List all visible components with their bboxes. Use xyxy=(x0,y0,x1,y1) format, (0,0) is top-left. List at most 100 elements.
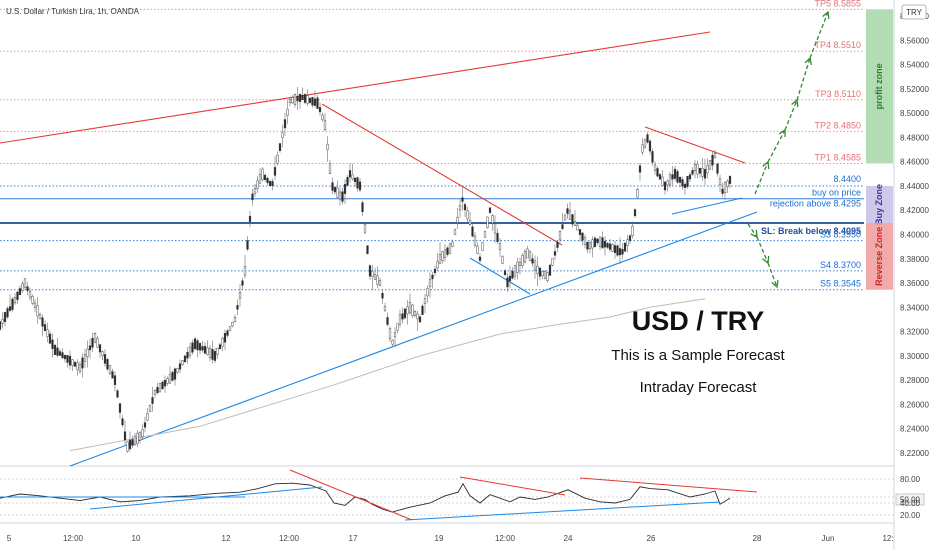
candle-body xyxy=(146,413,149,421)
currency-badge-label: TRY xyxy=(906,8,923,17)
candle-body xyxy=(511,270,514,279)
candle-body xyxy=(663,181,667,191)
price-tick-label: 8.28000 xyxy=(900,376,929,385)
candle-body xyxy=(643,139,647,148)
candle-body xyxy=(388,328,392,340)
candle-body xyxy=(23,278,27,288)
osc-value-badge xyxy=(895,493,925,506)
candle-body xyxy=(71,359,74,366)
candle-body xyxy=(318,107,322,113)
candle-body xyxy=(258,173,262,184)
candle-body xyxy=(661,176,664,187)
candle-body xyxy=(613,245,617,253)
price-tick-label: 8.40000 xyxy=(900,231,929,240)
candle-body xyxy=(248,215,252,222)
candle-body xyxy=(563,214,567,221)
candle-body xyxy=(518,261,522,266)
candle-body xyxy=(58,351,62,356)
candle-body xyxy=(211,349,214,360)
candle-body xyxy=(528,251,532,262)
candle-body xyxy=(626,239,629,247)
oscillator-panel: 50.00 xyxy=(0,469,925,521)
candle-body xyxy=(208,347,212,358)
candle-body xyxy=(316,97,319,109)
candle-body xyxy=(696,164,699,175)
candle-body xyxy=(128,439,132,450)
candle-body xyxy=(628,235,632,241)
candle-body xyxy=(488,207,492,213)
candle-body xyxy=(136,432,139,444)
level-label-tp4: TP4 8.5510 xyxy=(814,40,861,50)
candle-body xyxy=(321,114,324,121)
candle-body xyxy=(6,308,9,318)
candle-body xyxy=(428,279,432,287)
candle-body xyxy=(231,321,234,327)
candle-body xyxy=(653,164,657,171)
candle-body xyxy=(218,344,222,350)
candle-body xyxy=(176,368,179,373)
candle-body xyxy=(233,317,237,322)
chart-title: U.S. Dollar / Turkish Lira, 1h, OANDA xyxy=(6,7,140,16)
candle-body xyxy=(268,181,272,186)
candle-body xyxy=(156,387,159,393)
candle-body xyxy=(611,244,614,252)
forecast-down-arrow-3-head xyxy=(771,280,779,289)
candle-body xyxy=(568,210,572,220)
candle-body xyxy=(356,177,359,189)
candle-body xyxy=(718,178,722,185)
candle-body xyxy=(693,164,697,172)
level-label-s5: S5 8.3545 xyxy=(820,279,861,289)
candle-body xyxy=(408,302,412,313)
candle-body xyxy=(726,180,729,187)
candle-body xyxy=(423,298,427,305)
candle-body xyxy=(401,313,404,320)
candle-body xyxy=(458,205,462,211)
candle-body xyxy=(451,241,454,247)
candle-body xyxy=(438,254,442,264)
candle-body xyxy=(63,355,67,360)
candle-body xyxy=(671,174,674,180)
osc-value-label: 50.00 xyxy=(900,496,921,505)
candle-body xyxy=(421,305,424,315)
candle-body xyxy=(381,292,384,299)
candle-body xyxy=(36,305,39,317)
candle-body xyxy=(366,245,369,254)
osc-tick-label: 80.00 xyxy=(900,475,921,484)
candle-body xyxy=(548,264,552,276)
candle-body xyxy=(291,97,294,104)
candle-body xyxy=(338,191,342,200)
candle-body xyxy=(178,363,182,370)
level-label-s3: S3 8.3950 xyxy=(820,230,861,240)
candle-body xyxy=(243,266,247,276)
candle-body xyxy=(536,265,539,275)
candle-body xyxy=(361,202,364,213)
candle-body xyxy=(228,326,232,331)
candle-body xyxy=(631,225,634,236)
candle-body xyxy=(606,243,609,248)
candle-body xyxy=(673,168,677,179)
candle-body xyxy=(101,351,104,356)
candle-body xyxy=(283,119,287,129)
candle-body xyxy=(383,306,387,311)
candle-body xyxy=(621,249,624,255)
forecast-down-arrow-2 xyxy=(756,236,769,264)
currency-badge[interactable]: TRY xyxy=(901,4,927,20)
candle-body xyxy=(591,239,594,249)
candle-body xyxy=(681,179,684,187)
candle-body xyxy=(113,375,117,385)
level-label-current: 8.4400 xyxy=(833,174,861,184)
candle-body xyxy=(526,248,529,259)
candle-body xyxy=(336,187,339,198)
time-axis[interactable]: 5 12:00 10 12 12:00 17 19 12:00 24 26 28 Jun 12: xyxy=(7,534,894,543)
price-axis[interactable]: 8.580008.560008.540008.520008.500008.480… xyxy=(900,12,929,520)
rising-resistance-line xyxy=(0,31,711,144)
level-label-buy-note: buy on price xyxy=(812,188,861,198)
time-tick-label: Jun xyxy=(822,534,835,543)
candle-body xyxy=(281,132,284,138)
candle-body xyxy=(486,216,489,228)
time-tick-label: 12:00 xyxy=(495,534,516,543)
candle-body xyxy=(538,267,542,277)
candle-body xyxy=(598,236,602,247)
candle-body xyxy=(498,243,502,250)
